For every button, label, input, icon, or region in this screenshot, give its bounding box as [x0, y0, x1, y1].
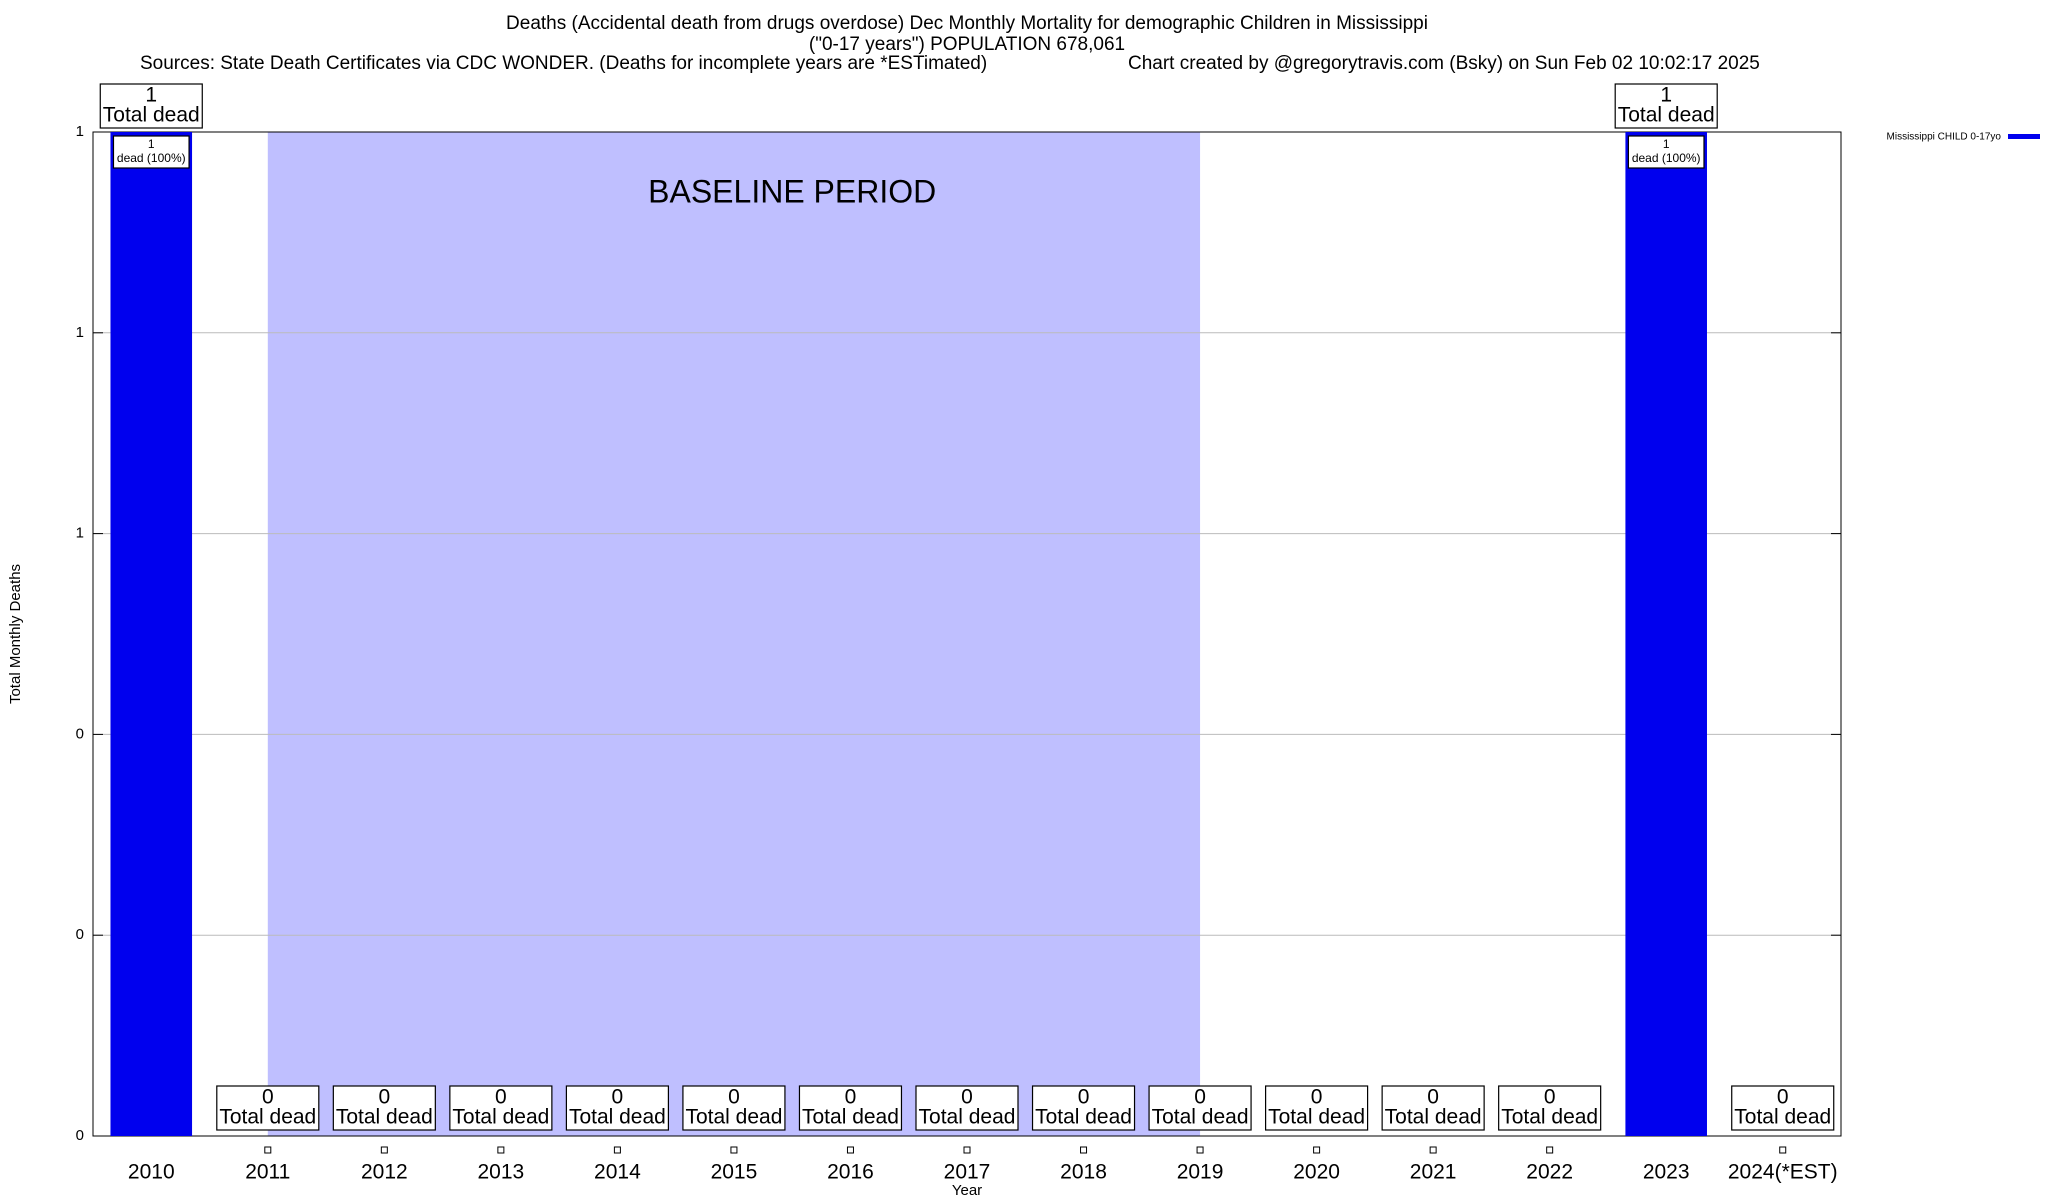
total-label: Total dead	[1501, 1106, 1598, 1129]
zero-marker	[1779, 1146, 1787, 1154]
zero-marker	[1546, 1146, 1554, 1154]
total-label: Total dead	[1618, 104, 1715, 127]
zero-marker	[264, 1146, 272, 1154]
bar	[1625, 132, 1707, 1136]
label-box	[1498, 1085, 1602, 1131]
label-box	[565, 1085, 670, 1131]
total-label: Total dead	[1035, 1106, 1132, 1129]
total-label: Total dead	[919, 1106, 1016, 1129]
total-label: Total dead	[1385, 1106, 1482, 1129]
zero-marker	[1313, 1146, 1321, 1154]
x-tick-label: 2013	[478, 1161, 525, 1184]
x-tick-label: 2018	[1060, 1161, 1107, 1184]
total-value: 0	[262, 1086, 274, 1109]
total-value: 0	[1078, 1086, 1090, 1109]
total-value: 0	[612, 1086, 624, 1109]
chart-title: Deaths (Accidental death from drugs over…	[506, 13, 1428, 34]
label-box	[99, 83, 203, 129]
x-tick-label: 2010	[128, 1161, 175, 1184]
label-box	[1731, 1085, 1835, 1131]
segment-value: 1	[148, 137, 155, 151]
total-label: Total dead	[569, 1106, 666, 1129]
label-box	[1264, 1085, 1369, 1131]
total-value: 1	[1660, 84, 1672, 107]
legend-label: Mississippi CHILD 0-17yo	[1887, 132, 2002, 143]
x-tick-label: 2024(*EST)	[1728, 1161, 1838, 1184]
baseline-region	[267, 132, 1201, 1136]
zero-marker	[730, 1146, 738, 1154]
x-tick-label: 2011	[245, 1161, 290, 1184]
total-value: 0	[961, 1086, 973, 1109]
x-tick-label: 2021	[1410, 1161, 1457, 1184]
bar	[110, 132, 193, 1136]
label-box	[1381, 1085, 1485, 1131]
zero-marker	[846, 1146, 854, 1154]
total-label: Total dead	[219, 1106, 316, 1129]
label-box	[332, 1085, 436, 1131]
total-label: Total dead	[1734, 1106, 1831, 1129]
segment-value: 1	[1663, 137, 1670, 151]
x-tick-label: 2012	[361, 1161, 408, 1184]
y-tick-label: 0	[76, 1127, 84, 1144]
y-axis-label: Total Monthly Deaths	[7, 564, 24, 704]
y-tick-label: 1	[76, 123, 84, 140]
total-label: Total dead	[336, 1106, 433, 1129]
x-tick-label: 2023	[1643, 1161, 1690, 1184]
sources: Sources: State Death Certificates via CD…	[140, 53, 987, 74]
label-box	[1031, 1085, 1136, 1131]
y-tick-label: 1	[76, 525, 84, 542]
zero-marker	[497, 1146, 505, 1154]
label-box	[1148, 1085, 1252, 1131]
total-label: Total dead	[452, 1106, 549, 1129]
total-value: 0	[495, 1086, 507, 1109]
total-label: Total dead	[103, 104, 200, 127]
y-tick-label: 0	[76, 926, 84, 943]
zero-marker	[963, 1146, 971, 1154]
total-label: Total dead	[685, 1106, 782, 1129]
zero-marker	[1080, 1146, 1088, 1154]
zero-marker	[380, 1146, 388, 1154]
x-tick-label: 2022	[1526, 1161, 1573, 1184]
total-value: 0	[1777, 1086, 1789, 1109]
total-label: Total dead	[1152, 1106, 1249, 1129]
x-tick-label: 2014	[594, 1161, 641, 1184]
segment-label: dead (100%)	[1632, 151, 1701, 165]
label-box	[1627, 135, 1705, 169]
legend-swatch	[2008, 134, 2040, 139]
segment-label: dead (100%)	[117, 151, 186, 165]
x-tick-label: 2016	[827, 1161, 874, 1184]
total-label: Total dead	[802, 1106, 899, 1129]
total-value: 1	[145, 84, 157, 107]
label-box	[1614, 83, 1718, 129]
x-tick-label: 2017	[944, 1161, 991, 1184]
total-value: 0	[1427, 1086, 1439, 1109]
label-box	[449, 1085, 553, 1131]
total-label: Total dead	[1268, 1106, 1365, 1129]
label-box	[915, 1085, 1019, 1131]
total-value: 0	[1544, 1086, 1556, 1109]
total-value: 0	[1194, 1086, 1206, 1109]
total-value: 0	[378, 1086, 390, 1109]
total-value: 0	[728, 1086, 740, 1109]
label-box	[682, 1085, 786, 1131]
total-value: 0	[1311, 1086, 1323, 1109]
total-value: 0	[845, 1086, 857, 1109]
credit: Chart created by @gregorytravis.com (Bsk…	[1128, 53, 1760, 74]
label-box	[216, 1085, 320, 1131]
chart-subtitle: ("0-17 years") POPULATION 678,061	[809, 34, 1125, 55]
zero-marker	[1196, 1146, 1204, 1154]
x-axis-label: Year	[952, 1182, 982, 1199]
zero-marker	[1429, 1146, 1437, 1154]
label-box	[112, 135, 190, 169]
y-tick-label: 0	[76, 725, 84, 742]
x-tick-label: 2015	[711, 1161, 758, 1184]
label-box	[798, 1085, 903, 1131]
x-tick-label: 2019	[1177, 1161, 1224, 1184]
y-tick-label: 1	[76, 324, 84, 341]
plot-frame	[92, 131, 1842, 1137]
zero-marker	[613, 1146, 621, 1154]
baseline-label: BASELINE PERIOD	[648, 173, 936, 209]
x-tick-label: 2020	[1293, 1161, 1340, 1184]
